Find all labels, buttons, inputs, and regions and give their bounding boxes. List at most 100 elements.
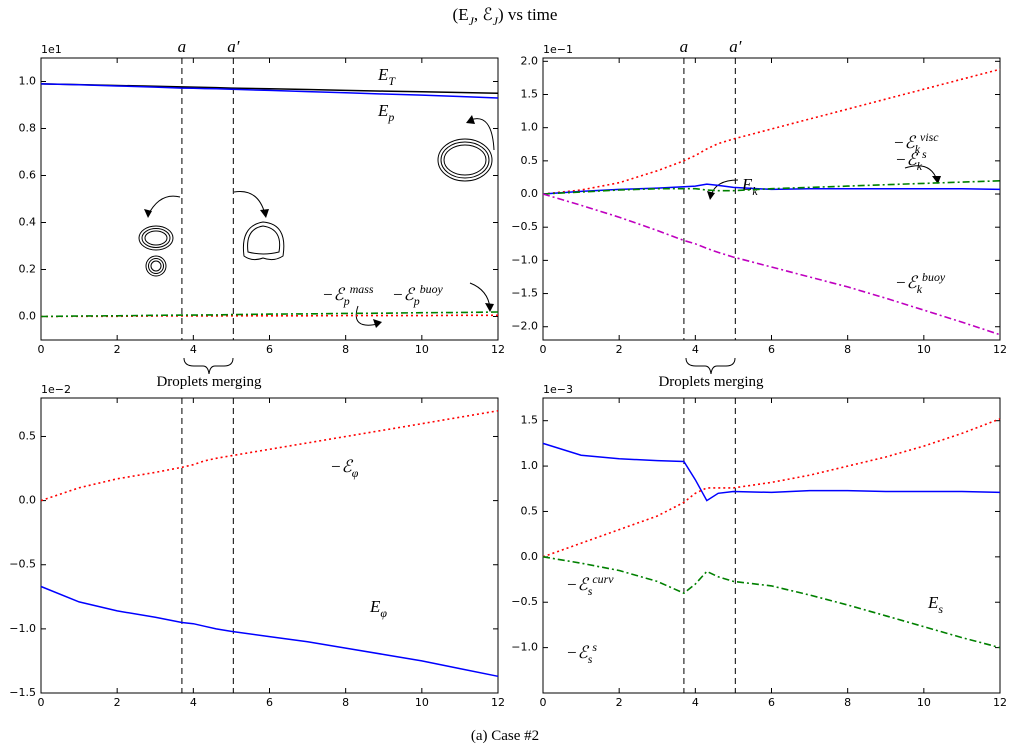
line-series [40, 83, 499, 99]
line-series [542, 442, 1001, 502]
droplet-icon [145, 255, 167, 277]
axis-offset-label: 1e−1 [543, 43, 573, 56]
x-tick-label: 10 [415, 696, 429, 709]
y-tick-label: 0.0 [521, 550, 539, 563]
x-tick-label: 12 [491, 696, 505, 709]
arrow-head [144, 209, 152, 218]
droplet-icon [242, 221, 285, 261]
x-tick-label: 2 [616, 343, 623, 356]
y-tick-label: 0.5 [19, 429, 37, 442]
brace [685, 357, 736, 375]
series-label: E_p [377, 101, 394, 124]
y-tick-label: 0.0 [19, 494, 37, 507]
line-series [542, 418, 1001, 558]
series-label: E_T [377, 65, 396, 88]
y-tick-label: −1.5 [9, 686, 36, 699]
event-label: a [680, 37, 689, 56]
droplet-icon [437, 138, 493, 182]
droplet-icon [443, 144, 487, 176]
series-label: E_φ [369, 597, 387, 620]
arrow-head [485, 303, 494, 312]
series-label: −ℰ_φ [330, 457, 359, 480]
droplet-icon [247, 225, 281, 255]
x-tick-label: 0 [38, 696, 45, 709]
line-series [40, 410, 499, 502]
y-tick-label: 0.2 [19, 263, 37, 276]
y-tick-label: 0.5 [521, 154, 539, 167]
series-label: E_s [927, 593, 943, 616]
x-tick-label: 10 [917, 343, 931, 356]
x-tick-label: 6 [768, 696, 775, 709]
line-series [542, 180, 1001, 195]
droplet-icon [144, 230, 168, 246]
y-tick-label: −1.0 [9, 622, 36, 635]
y-tick-label: 1.0 [19, 75, 37, 88]
x-tick-label: 12 [993, 343, 1007, 356]
line-series [542, 556, 1001, 649]
axis-offset-label: 1e−3 [543, 383, 573, 396]
x-tick-label: 8 [342, 696, 349, 709]
y-tick-label: −0.5 [511, 220, 538, 233]
droplet-icon [440, 141, 490, 179]
x-tick-label: 8 [342, 343, 349, 356]
arrow-head [373, 319, 382, 328]
series-label: −ℰ_s^s [566, 640, 597, 666]
y-tick-label: 1.0 [521, 121, 539, 134]
x-tick-label: 6 [266, 343, 273, 356]
arrow-head [466, 115, 475, 124]
series-label: −ℰ_p^buoy [392, 282, 444, 308]
x-tick-label: 10 [415, 343, 429, 356]
y-tick-label: 0.4 [19, 216, 37, 229]
line-series [542, 193, 1001, 336]
y-tick-label: −1.5 [511, 287, 538, 300]
x-tick-label: 2 [114, 343, 121, 356]
y-tick-label: −2.0 [511, 320, 538, 333]
brace [183, 357, 234, 375]
arrow-head [707, 191, 715, 200]
x-tick-label: 0 [540, 696, 547, 709]
x-tick-label: 12 [491, 343, 505, 356]
y-tick-label: 1.0 [521, 459, 539, 472]
series-label: −ℰ_s^curv [566, 572, 614, 598]
x-tick-label: 10 [917, 696, 931, 709]
x-tick-label: 2 [616, 696, 623, 709]
series-label: −ℰ_k^buoy [895, 270, 946, 296]
arrow [355, 305, 379, 326]
y-tick-label: 1.5 [521, 414, 539, 427]
arrow [233, 190, 266, 215]
y-tick-label: −1.0 [511, 253, 538, 266]
event-label: a′ [729, 37, 742, 56]
caption: (a) Case #2 [471, 728, 539, 744]
series-label: −ℰ_p^mass [322, 282, 374, 308]
y-tick-label: 0.8 [19, 122, 37, 135]
annotation: Droplets merging [156, 374, 262, 390]
x-tick-label: 4 [190, 696, 197, 709]
y-tick-label: −0.5 [511, 595, 538, 608]
y-tick-label: 1.5 [521, 87, 539, 100]
arrow [469, 118, 495, 151]
arrow-head [260, 209, 269, 218]
y-tick-label: 0.0 [19, 310, 37, 323]
x-tick-label: 6 [768, 343, 775, 356]
figure-title: (E_J, ℰ_J) vs time [453, 5, 558, 28]
x-tick-label: 8 [844, 696, 851, 709]
y-tick-label: 2.0 [521, 54, 539, 67]
x-tick-label: 4 [190, 343, 197, 356]
line-series [40, 585, 499, 678]
y-tick-label: −1.0 [511, 641, 538, 654]
x-tick-label: 8 [844, 343, 851, 356]
plot-frame [40, 57, 499, 341]
line-series [40, 311, 499, 318]
plot-frame [40, 397, 499, 694]
droplet-icon [138, 225, 174, 251]
x-tick-label: 4 [692, 696, 699, 709]
droplet-icon [150, 260, 162, 272]
droplet-icon [141, 228, 171, 248]
x-tick-label: 12 [993, 696, 1007, 709]
plot-frame [542, 57, 1001, 341]
x-tick-label: 0 [540, 343, 547, 356]
x-tick-label: 0 [38, 343, 45, 356]
y-tick-label: 0.5 [521, 504, 539, 517]
droplet-icon [148, 258, 164, 274]
